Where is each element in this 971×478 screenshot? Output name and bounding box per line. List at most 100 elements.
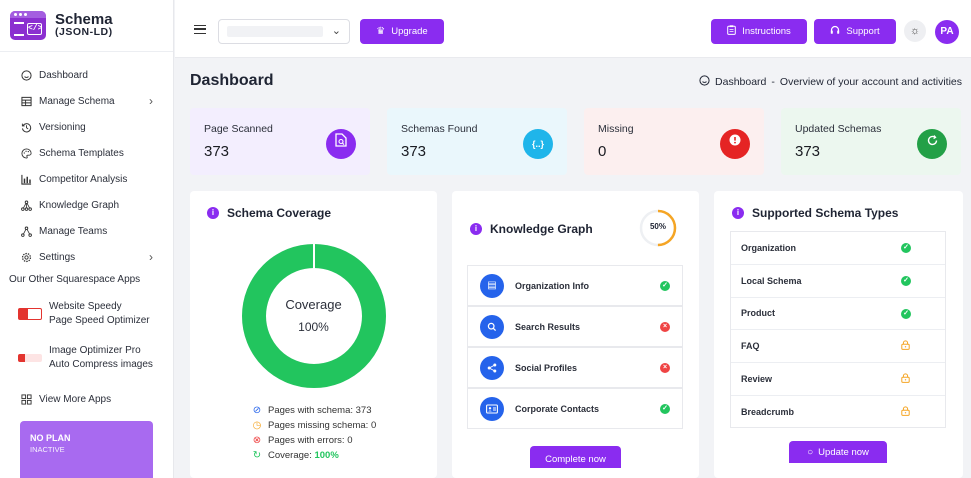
clipboard-icon <box>727 25 737 38</box>
schema-type-label: FAQ <box>741 341 760 352</box>
view-more-apps-link[interactable]: View More Apps <box>0 386 173 412</box>
supported-schema-types-card: i Supported Schema Types Organization ✓ … <box>714 191 963 478</box>
sidebar-item-knowledge-graph[interactable]: Knowledge Graph <box>0 192 173 218</box>
stat-card-updated-schemas: Updated Schemas 373 <box>781 108 961 175</box>
kg-item-label: Organization Info <box>515 280 589 291</box>
share-icon <box>480 355 504 380</box>
sidebar-item-competitor-analysis[interactable]: Competitor Analysis <box>0 166 173 192</box>
kg-item-organization-info[interactable]: ▤ Organization Info ✓ <box>467 265 683 306</box>
home-icon <box>699 75 710 89</box>
schema-types-list: Organization ✓ Local Schema ✓ Product ✓ … <box>730 231 946 428</box>
logo-name: Schema <box>55 10 113 28</box>
image-optimizer-logo-icon <box>18 354 42 362</box>
sidebar-item-label: Schema Templates <box>39 147 124 159</box>
check-icon: ✓ <box>901 243 911 253</box>
donut-center-value: 100% <box>298 320 329 334</box>
sidebar-item-settings[interactable]: Settings › <box>0 244 173 270</box>
menu-toggle-icon[interactable] <box>194 25 206 34</box>
breadcrumb-separator: - <box>771 76 775 88</box>
sidebar-item-schema-templates[interactable]: Schema Templates <box>0 140 173 166</box>
update-now-button[interactable]: ○ Update now <box>789 441 887 463</box>
chevron-right-icon: › <box>149 250 153 264</box>
chevron-down-icon: ⌄ <box>331 25 341 37</box>
card-title: i Knowledge Graph <box>470 222 593 236</box>
circle-icon: ○ <box>807 446 814 458</box>
breadcrumb-description: Overview of your account and activities <box>779 76 962 88</box>
crown-icon: ♛ <box>376 26 386 37</box>
sidebar-item-manage-teams[interactable]: Manage Teams <box>0 218 173 244</box>
plan-title: NO PLAN <box>30 433 71 443</box>
app-website-speedy[interactable]: Website Speedy Page Speed Optimizer <box>0 292 173 336</box>
schema-type-label: Product <box>741 308 776 319</box>
sidebar: </> Schema (JSON-LD) Dashboard Manage Sc… <box>0 0 174 478</box>
coverage-donut <box>242 243 386 388</box>
schema-type-faq: FAQ <box>731 330 945 364</box>
breadcrumb-current[interactable]: Dashboard <box>715 76 767 88</box>
app-tagline: Auto Compress images <box>49 359 153 370</box>
stat-value: 0 <box>598 143 607 160</box>
lock-icon[interactable] <box>901 373 910 386</box>
schema-type-organization: Organization ✓ <box>731 232 945 265</box>
schema-type-label: Local Schema <box>741 275 802 286</box>
legend-errors: ⊗ Pages with errors: 0 <box>252 433 376 448</box>
clock-icon: ◷ <box>252 420 262 431</box>
stat-value: 373 <box>401 143 427 160</box>
info-icon: i <box>732 207 744 219</box>
app-name: Website Speedy <box>49 301 122 312</box>
logo[interactable]: </> Schema (JSON-LD) <box>0 0 173 52</box>
stat-label: Missing <box>598 123 634 135</box>
kg-item-label: Search Results <box>515 321 581 332</box>
schema-type-review: Review <box>731 363 945 396</box>
stat-card-missing: Missing 0 <box>584 108 764 175</box>
palette-icon <box>20 147 32 159</box>
sidebar-item-versioning[interactable]: Versioning <box>0 114 173 140</box>
kg-item-social-profiles[interactable]: Social Profiles × <box>467 347 683 388</box>
kg-item-corporate-contacts[interactable]: Corporate Contacts ✓ <box>467 388 683 429</box>
legend-with-schema: ⊘ Pages with schema: 373 <box>252 403 376 418</box>
search-icon <box>480 314 504 339</box>
sidebar-item-label: Settings <box>39 251 76 263</box>
card-title: i Schema Coverage <box>207 206 331 220</box>
app-tagline: Page Speed Optimizer <box>49 315 150 326</box>
check-icon: ✓ <box>901 308 911 319</box>
sidebar-nav: Dashboard Manage Schema › Versioning Sch… <box>0 52 173 270</box>
complete-now-button[interactable]: Complete now <box>530 446 621 468</box>
card-title: i Supported Schema Types <box>732 206 898 220</box>
stat-value: 373 <box>204 143 230 160</box>
card-title-text: Knowledge Graph <box>490 222 593 236</box>
lock-icon[interactable] <box>901 406 910 419</box>
sidebar-item-label: Dashboard <box>39 69 88 81</box>
app-image-optimizer[interactable]: Image Optimizer Pro Auto Compress images <box>0 336 173 380</box>
x-circle-icon: ⊗ <box>252 435 262 446</box>
refresh-icon: ↻ <box>252 450 262 461</box>
schema-type-breadcrumb: Breadcrumb <box>731 396 945 429</box>
legend-text: Pages missing schema: 0 <box>268 420 377 431</box>
plan-card[interactable]: NO PLAN INACTIVE <box>20 421 153 478</box>
legend-coverage-value: 100% <box>314 450 339 461</box>
history-icon <box>20 121 32 133</box>
card-title-text: Supported Schema Types <box>752 206 899 220</box>
instructions-button[interactable]: Instructions <box>711 19 807 44</box>
sidebar-item-dashboard[interactable]: Dashboard <box>0 62 173 88</box>
theme-toggle-sun-icon[interactable]: ☼ <box>904 20 926 42</box>
stat-label: Updated Schemas <box>795 123 882 135</box>
legend-text: Coverage: <box>268 450 312 461</box>
sidebar-item-label: Manage Schema <box>39 95 115 107</box>
knowledge-graph-card: i Knowledge Graph 50% ▤ Organization Inf… <box>452 191 699 478</box>
bar-chart-icon <box>20 173 32 185</box>
kg-item-search-results[interactable]: Search Results × <box>467 306 683 347</box>
upgrade-button[interactable]: ♛ Upgrade <box>360 19 444 44</box>
code-braces-icon: {..} <box>523 129 553 159</box>
headset-icon <box>830 25 840 38</box>
site-selector[interactable]: ⌄ <box>218 19 350 44</box>
support-button[interactable]: Support <box>814 19 896 44</box>
refresh-icon <box>917 129 947 159</box>
avatar[interactable]: PA <box>935 20 959 44</box>
sidebar-item-manage-schema[interactable]: Manage Schema › <box>0 88 173 114</box>
gear-icon <box>20 251 32 263</box>
lock-icon[interactable] <box>901 340 910 353</box>
stat-value: 373 <box>795 143 821 160</box>
schema-type-label: Breadcrumb <box>741 407 795 418</box>
breadcrumb: Dashboard - Overview of your account and… <box>699 75 962 89</box>
check-icon: ✓ <box>901 275 911 286</box>
